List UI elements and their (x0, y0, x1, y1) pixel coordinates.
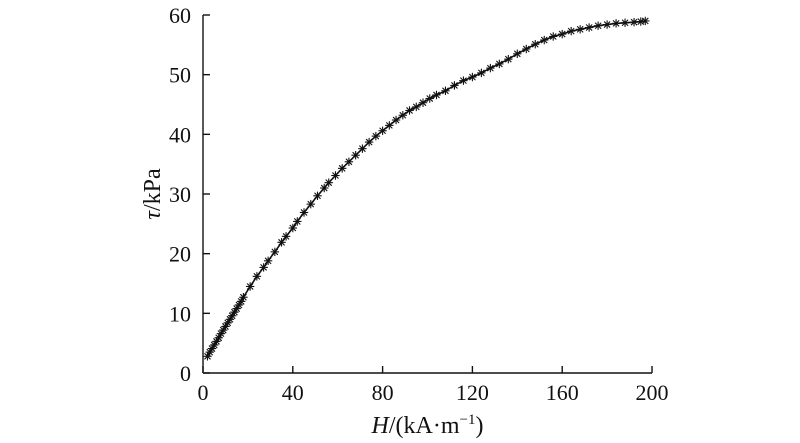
data-point (549, 32, 558, 41)
x-tick-label: 40 (282, 380, 304, 405)
data-point (522, 44, 531, 54)
y-tick-label: 10 (169, 301, 191, 326)
data-point (405, 106, 414, 115)
data-point (477, 68, 486, 78)
y-axis-label: τ/kPa (140, 168, 166, 220)
data-point (270, 247, 280, 257)
data-point (252, 272, 262, 281)
data-point (288, 223, 297, 233)
data-point (245, 282, 255, 291)
x-tick-label: 160 (546, 380, 579, 405)
y-axis-label-unit: /kPa (140, 168, 166, 211)
data-point (351, 151, 360, 160)
y-tick-label: 40 (169, 122, 191, 147)
data-point (540, 35, 549, 45)
data-point (364, 137, 374, 147)
y-tick-label: 30 (169, 182, 191, 207)
data-point (504, 54, 513, 64)
data-point (450, 81, 459, 90)
x-tick-label: 0 (198, 380, 209, 405)
data-point (259, 263, 268, 272)
data-point (371, 131, 381, 141)
x-axis-label-var: H (371, 413, 391, 439)
x-tick-label: 120 (456, 380, 489, 405)
data-point (378, 126, 387, 135)
data-point (299, 208, 309, 217)
y-tick-label: 20 (169, 242, 191, 267)
data-point (432, 90, 441, 100)
y-tick-label: 60 (169, 3, 191, 28)
data-point (337, 164, 347, 173)
data-point (425, 94, 434, 103)
data-point (263, 256, 273, 266)
data-point (620, 18, 630, 27)
x-axis-label: H/(kA·m−1) (371, 412, 484, 439)
data-point (277, 238, 286, 247)
plot-area (203, 16, 650, 361)
data-point (293, 217, 302, 226)
x-tick-label: 200 (636, 380, 669, 405)
data-point (531, 40, 540, 49)
data-point (441, 86, 450, 95)
data-point (344, 157, 354, 166)
data-point (584, 23, 594, 32)
x-tick-label: 80 (372, 380, 394, 405)
data-point (306, 199, 315, 209)
data-point (468, 72, 477, 82)
data-markers (203, 16, 650, 361)
data-line (206, 20, 646, 357)
y-ticks: 0 10 20 30 40 50 60 (169, 3, 210, 386)
data-point (486, 63, 495, 73)
data-point (385, 121, 394, 130)
data-point (593, 21, 603, 30)
data-point (495, 59, 504, 69)
y-axis-label-var: τ (140, 210, 166, 220)
data-point (398, 111, 408, 120)
data-point (566, 26, 576, 36)
data-point (391, 115, 401, 125)
data-point (418, 98, 428, 107)
data-point (459, 76, 468, 85)
data-point (575, 25, 585, 34)
x-axis-label-unit: /(kA·m (389, 413, 460, 439)
x-axis-label-close: ) (475, 413, 483, 439)
data-point (636, 17, 645, 26)
data-point (313, 191, 322, 200)
axes (202, 15, 652, 374)
data-point (558, 29, 567, 39)
data-point (324, 178, 333, 187)
data-point (602, 20, 612, 29)
data-point (320, 183, 329, 193)
x-ticks: 0 40 80 120 160 200 (198, 366, 669, 405)
data-point (412, 102, 421, 112)
y-tick-label: 50 (169, 63, 191, 88)
data-point (358, 144, 367, 153)
data-point (513, 49, 522, 58)
data-point (629, 17, 639, 27)
data-point (331, 171, 340, 180)
data-point (281, 232, 291, 241)
data-point (611, 19, 621, 28)
data-point (641, 16, 650, 26)
data-point (239, 293, 248, 302)
x-axis-label-sup: −1 (460, 412, 476, 428)
y-tick-label: 0 (180, 361, 191, 386)
